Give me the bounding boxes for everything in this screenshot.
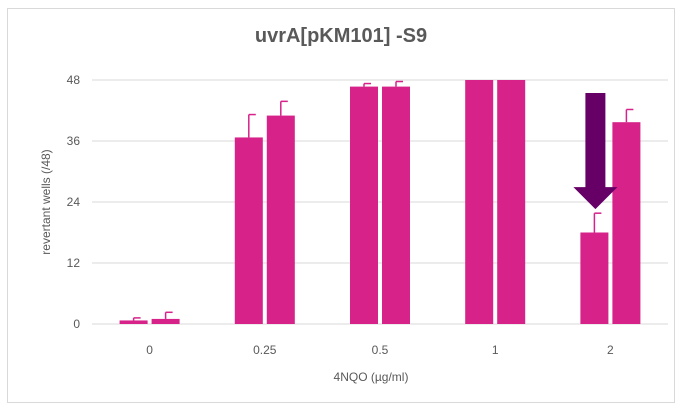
- bars: [119, 80, 641, 324]
- gridlines: [92, 79, 668, 325]
- x-axis-label: 4NQO (µg/ml): [334, 370, 409, 384]
- x-tick-label: 0: [146, 343, 153, 357]
- bar: [612, 122, 641, 324]
- x-tick-label: 1: [492, 343, 499, 357]
- bar: [497, 80, 526, 324]
- y-axis-ticks: 0 12 24 36 48: [67, 73, 81, 331]
- annotations: [573, 93, 618, 210]
- bar: [382, 86, 410, 324]
- bar: [266, 115, 295, 324]
- bar: [350, 86, 378, 324]
- bar: [465, 80, 494, 324]
- y-axis-label: revertant wells (/48): [39, 149, 53, 254]
- annotation-arrow: [573, 93, 618, 210]
- y-tick-label: 48: [67, 73, 81, 87]
- bar: [151, 318, 180, 324]
- bar: [234, 137, 263, 324]
- bar: [580, 232, 609, 324]
- bar: [119, 320, 148, 324]
- x-tick-label: 2: [607, 343, 614, 357]
- x-tick-label: 0.5: [372, 343, 389, 357]
- chart-frame: [7, 8, 675, 403]
- y-tick-label: 36: [67, 134, 81, 148]
- x-tick-label: 0.25: [253, 343, 277, 357]
- x-axis-ticks: 0 0.25 0.5 1 2: [146, 343, 614, 357]
- y-tick-label: 24: [67, 195, 81, 209]
- error-bars: [132, 80, 634, 321]
- chart-title: uvrA[pKM101] -S9: [255, 25, 427, 47]
- y-tick-label: 12: [67, 256, 81, 270]
- y-tick-label: 0: [73, 317, 80, 331]
